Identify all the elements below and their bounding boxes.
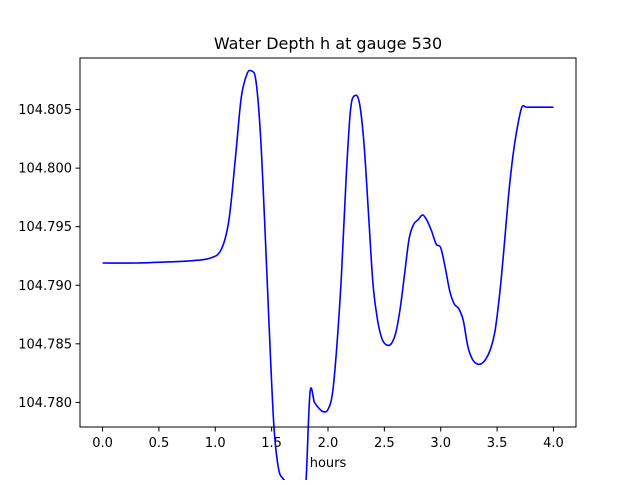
y-axis: 104.780 104.785 104.790 104.795 104.800 104.8… [18, 103, 80, 411]
x-axis-label: hours [310, 456, 347, 471]
chart-title: Water Depth h at gauge 530 [214, 34, 442, 53]
y-tick-label: 104.790 [18, 279, 72, 294]
x-axis: 0.0 0.5 1.0 1.5 2.0 2.5 3.0 3.5 4.0 [92, 427, 564, 451]
x-tick-label: 3.0 [430, 436, 451, 451]
y-tick-label: 104.785 [18, 337, 72, 352]
plot-lines [102, 69, 554, 485]
x-tick-label: 1.5 [261, 436, 282, 451]
x-tick-label: 0.5 [149, 436, 170, 451]
series-line [102, 69, 554, 485]
y-tick-label: 104.780 [18, 396, 72, 411]
x-tick-label: 1.0 [205, 436, 226, 451]
y-tick-label: 104.795 [18, 220, 72, 235]
plot-frame [79, 57, 577, 428]
x-tick-label: 4.0 [543, 436, 564, 451]
x-tick-label: 2.5 [374, 436, 395, 451]
x-tick-label: 0.0 [92, 436, 113, 451]
y-tick-label: 104.805 [18, 103, 72, 118]
x-tick-label: 3.5 [487, 436, 508, 451]
x-tick-label: 2.0 [318, 436, 339, 451]
y-tick-label: 104.800 [18, 162, 72, 177]
